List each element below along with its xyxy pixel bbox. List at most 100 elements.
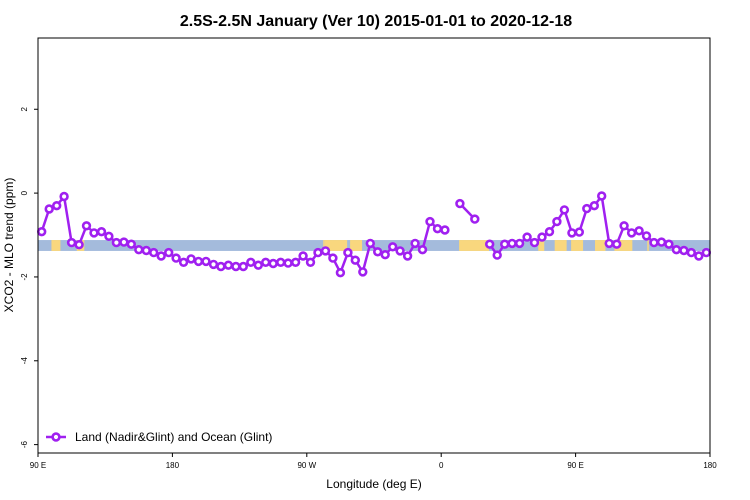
data-point (604, 238, 614, 249)
y-tick-label: 0 (20, 190, 29, 195)
land-band-segment (324, 240, 348, 251)
data-point (402, 251, 413, 261)
x-tick-label: 0 (439, 461, 444, 470)
data-point (44, 204, 54, 214)
data-point (529, 237, 540, 248)
data-point (641, 231, 652, 241)
data-point (149, 247, 159, 258)
data-point (634, 226, 644, 236)
data-point (36, 227, 47, 237)
data-point (313, 247, 323, 258)
land-band-segment (323, 240, 325, 251)
data-point (290, 257, 301, 267)
data-point (89, 228, 99, 238)
data-point (81, 221, 92, 231)
data-point (679, 245, 689, 256)
legend: Land (Nadir&Glint) and Ocean (Glint) (46, 430, 272, 444)
data-point (59, 191, 69, 202)
data-point (51, 201, 62, 211)
data-point (522, 232, 532, 242)
data-point (567, 228, 577, 238)
data-point (664, 239, 674, 249)
data-point (208, 259, 219, 270)
data-point (96, 227, 107, 237)
data-point (186, 254, 196, 264)
data-point (701, 247, 711, 258)
data-point (119, 237, 129, 247)
data-point (350, 255, 360, 265)
land-band-segment (51, 240, 61, 251)
data-point (305, 257, 316, 267)
data-point (552, 216, 562, 227)
plot-frame (37, 37, 711, 454)
data-point (589, 201, 599, 211)
y-tick-label: -4 (20, 357, 29, 365)
data-point (470, 214, 480, 224)
data-point (216, 261, 226, 272)
data-point (156, 251, 166, 261)
data-point (111, 237, 122, 248)
data-point (507, 238, 517, 249)
data-point (582, 203, 592, 214)
x-tick-label: 90 E (567, 461, 583, 470)
data-point (417, 245, 428, 255)
data-point (649, 237, 659, 248)
land-band-segment (554, 240, 567, 251)
land-band-segment (538, 240, 545, 251)
data-point (178, 257, 189, 267)
data-point (514, 238, 525, 249)
data-point (261, 257, 271, 267)
x-axis-label: Longitude (deg E) (326, 477, 421, 491)
data-point (694, 251, 704, 261)
data-point (141, 245, 152, 256)
data-point (619, 221, 629, 231)
data-point (201, 256, 211, 267)
data-point (544, 227, 555, 237)
data-point (656, 237, 667, 247)
legend-marker (51, 432, 61, 442)
data-point (492, 250, 502, 260)
data-point (559, 205, 570, 215)
data-point (365, 238, 375, 249)
data-point (686, 247, 696, 258)
data-point (485, 239, 495, 249)
data-point (193, 256, 204, 267)
land-band-segment (647, 240, 649, 251)
x-tick-label: 180 (703, 461, 717, 470)
data-point (537, 232, 547, 242)
data-point (335, 268, 346, 278)
data-point (596, 191, 607, 201)
data-point (104, 231, 114, 242)
data-point (410, 238, 420, 249)
data-point (238, 261, 249, 272)
data-point (74, 240, 84, 250)
x-tick-label: 180 (166, 461, 180, 470)
data-point (171, 253, 181, 263)
data-point (268, 258, 278, 269)
land-band-segment (571, 240, 579, 251)
land-band-segment (350, 240, 363, 251)
data-point (358, 267, 368, 277)
x-axis: 90 E 180 90 W 0 90 E 180 (30, 453, 717, 470)
data-point (343, 247, 353, 258)
y-tick-label: 2 (20, 106, 29, 111)
data-point (671, 245, 682, 255)
x-tick-label: 90 W (297, 461, 316, 470)
data-point (298, 251, 308, 261)
data-point (134, 245, 144, 255)
y-tick-label: -2 (20, 273, 29, 281)
data-point (320, 246, 331, 256)
data-point (500, 239, 510, 249)
land-band-segment (577, 240, 584, 251)
data-point (126, 239, 137, 249)
y-tick-label: -6 (20, 441, 29, 449)
data-point (425, 216, 435, 227)
data-point (440, 225, 450, 235)
x-tick-label: 90 E (30, 461, 46, 470)
data-point (380, 250, 390, 260)
data-point (283, 258, 293, 268)
data-point (253, 260, 263, 270)
land-band-segment (459, 240, 489, 251)
data-point (388, 242, 398, 252)
